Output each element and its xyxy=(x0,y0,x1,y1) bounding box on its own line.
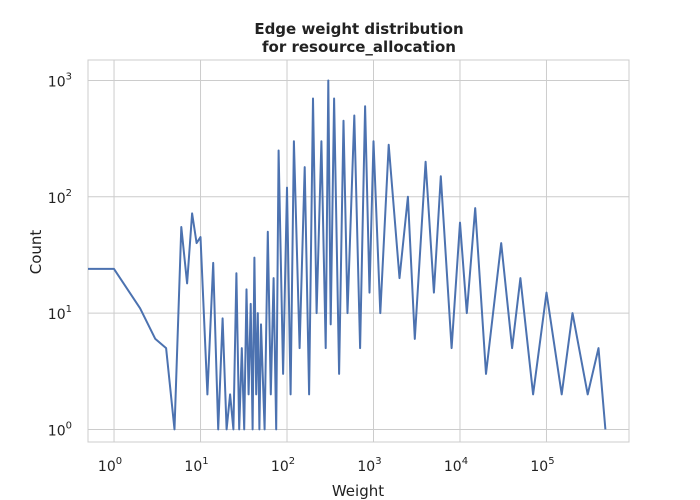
x-tick-label: 101 xyxy=(184,456,208,475)
x-tick-label: 104 xyxy=(444,456,468,475)
x-tick-label: 102 xyxy=(271,456,295,475)
y-tick-labels: 100 101 102 103 xyxy=(48,71,72,439)
y-tick-label: 103 xyxy=(48,71,72,90)
chart-title-line-1: Edge weight distribution xyxy=(254,20,463,38)
y-tick-label: 102 xyxy=(48,188,72,207)
x-tick-label: 100 xyxy=(98,456,122,475)
y-tick-label: 100 xyxy=(48,420,72,439)
x-tick-label: 105 xyxy=(530,456,554,475)
y-tick-label: 101 xyxy=(48,304,72,323)
x-tick-label: 103 xyxy=(357,456,381,475)
chart-title-line-2: for resource_allocation xyxy=(262,38,456,56)
x-tick-labels: 100 101 102 103 104 105 xyxy=(98,456,555,475)
y-axis-label: Count xyxy=(27,230,45,275)
x-axis-label: Weight xyxy=(332,482,384,500)
grid-lines xyxy=(88,60,629,442)
plot-frame xyxy=(87,59,630,443)
series-line xyxy=(88,79,607,431)
